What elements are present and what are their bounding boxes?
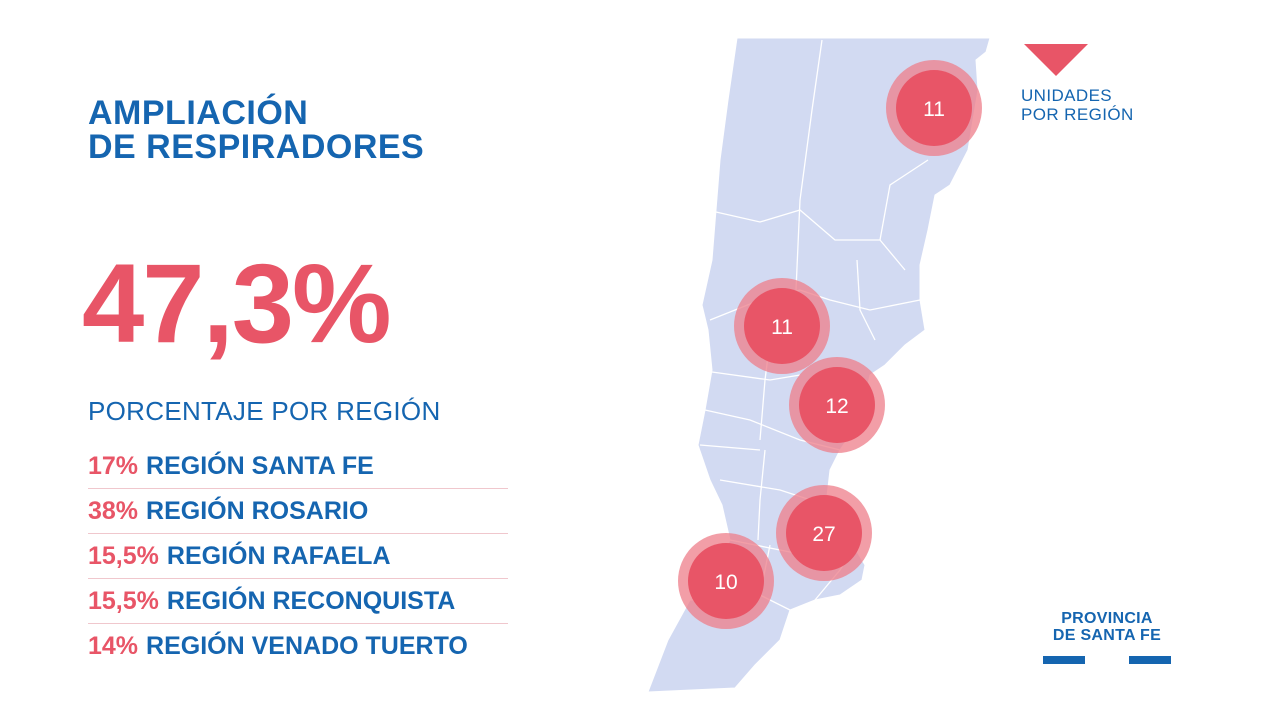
region-percentage: 15,5% [88,541,159,570]
region-percentage: 38% [88,496,139,525]
region-list: 17% REGIÓN SANTA FE 38% REGIÓN ROSARIO 1… [88,444,508,669]
map-marker-rafaela: 11 [734,278,830,374]
map-marker-value: 11 [771,316,793,339]
province-map: 11 11 12 27 10 [647,37,990,693]
headline-percentage: 47,3% [82,241,392,366]
map-marker-value: 11 [923,98,945,121]
region-row-rafaela: 15,5% REGIÓN RAFAELA [88,534,508,579]
region-percentage: 15,5% [88,586,159,615]
region-name: REGIÓN RAFAELA [166,541,391,570]
map-markers: 11 11 12 27 10 [678,60,982,629]
subtitle: PORCENTAJE POR REGIÓN [88,396,441,426]
region-row-venado-tuerto: 14% REGIÓN VENADO TUERTO [88,624,508,669]
region-name: REGIÓN ROSARIO [146,496,369,525]
logo-line-2: DE SANTA FE [1052,627,1162,644]
title-line-1: AMPLIACIÓN [88,94,309,132]
down-triangle-icon [1024,44,1088,76]
region-percentage: 14% [88,632,139,660]
map-marker-venado-tuerto: 10 [678,533,774,629]
map-marker-reconquista: 11 [886,60,982,156]
legend-line-2: POR REGIÓN [1021,105,1134,124]
map-marker-value: 10 [714,571,737,594]
region-name: REGIÓN SANTA FE [146,451,374,480]
logo-bar-right [1129,656,1171,664]
map-marker-santa-fe: 12 [789,357,885,453]
region-percentage: 17% [88,451,139,480]
logo-bar-left [1043,656,1085,664]
map-marker-value: 12 [825,395,848,418]
page-title: AMPLIACIÓN DE RESPIRADORES [88,96,424,164]
map-marker-value: 27 [812,523,835,546]
legend-line-1: UNIDADES [1021,86,1113,105]
map-marker-rosario: 27 [776,485,872,581]
province-logo: PROVINCIA DE SANTA FE [1040,610,1174,666]
region-row-santa-fe: 17% REGIÓN SANTA FE [88,444,508,489]
logo-line-1: PROVINCIA [1061,610,1153,627]
region-row-reconquista: 15,5% REGIÓN RECONQUISTA [88,579,508,624]
title-line-2: DE RESPIRADORES [88,128,425,166]
region-row-rosario: 38% REGIÓN ROSARIO [88,489,508,534]
map-legend: UNIDADES POR REGIÓN [1021,86,1134,124]
region-name: REGIÓN RECONQUISTA [166,586,456,615]
logo-bars [1040,656,1174,666]
logo-text: PROVINCIA DE SANTA FE [1040,610,1174,644]
region-name: REGIÓN VENADO TUERTO [146,632,468,660]
